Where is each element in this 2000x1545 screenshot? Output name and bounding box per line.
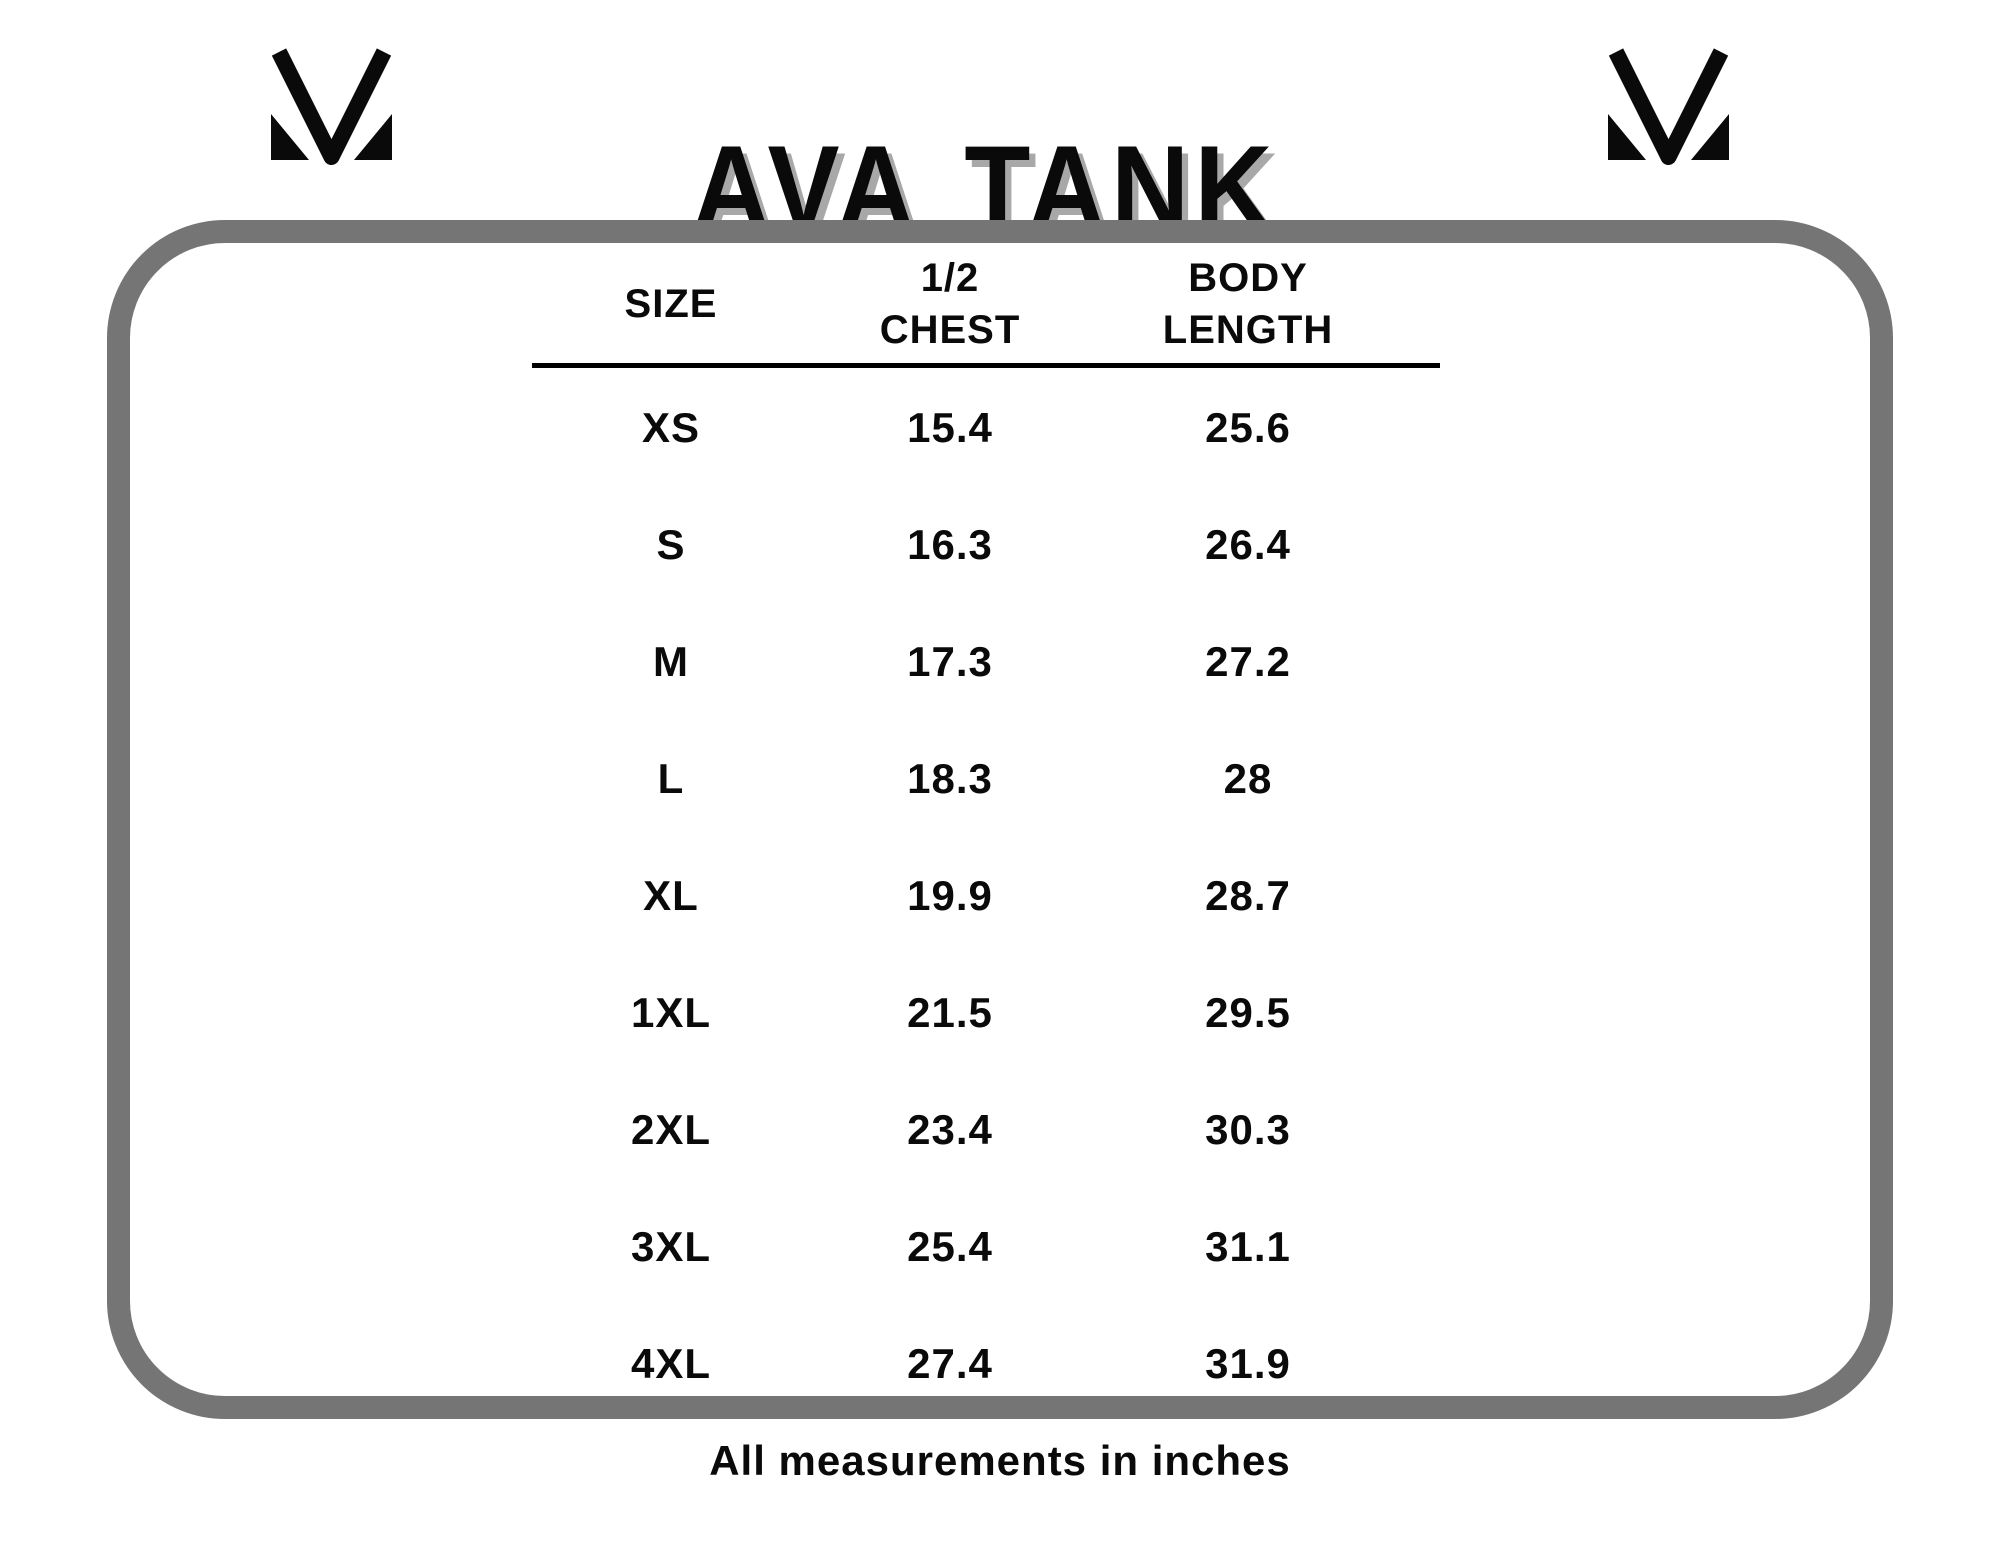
- body-length-cell: 28: [1223, 754, 1273, 802]
- size-cell: 3XL: [630, 1222, 712, 1270]
- column-header-half-chest: 1/2 CHEST: [879, 256, 1021, 352]
- body-length-cell: 27.2: [1205, 637, 1291, 685]
- body-length-cell: 31.1: [1205, 1222, 1291, 1270]
- half-chest-cell: 27.4: [907, 1339, 993, 1387]
- size-cell: 1XL: [630, 988, 712, 1036]
- half-chest-cell: 21.5: [907, 988, 993, 1036]
- size-cell: 2XL: [630, 1105, 712, 1153]
- brand-logo-right: [1605, 48, 1732, 166]
- table-row: 2XL 23.4 30.3: [532, 1071, 1406, 1188]
- table-row: 4XL 27.4 31.9: [532, 1305, 1406, 1422]
- brand-m-logo-icon: [271, 48, 392, 165]
- half-chest-cell: 16.3: [907, 520, 993, 568]
- table-row: XS 15.4 25.6: [532, 369, 1406, 486]
- size-cell: 4XL: [630, 1339, 712, 1387]
- table-row: L 18.3 28: [532, 720, 1406, 837]
- size-cell: L: [657, 754, 685, 802]
- half-chest-cell: 15.4: [907, 403, 993, 451]
- size-cell: XL: [643, 871, 699, 919]
- body-length-cell: 28.7: [1205, 871, 1291, 919]
- brand-m-logo-icon: [1608, 48, 1729, 165]
- half-chest-cell: 17.3: [907, 637, 993, 685]
- measurements-note: All measurements in inches: [709, 1437, 1291, 1484]
- body-length-cell: 31.9: [1205, 1339, 1291, 1387]
- column-header-body-length: BODY LENGTH: [1162, 256, 1334, 352]
- size-cell: XS: [641, 403, 701, 451]
- size-table-rows: XS 15.4 25.6 S 16.3 26.4 M 17.3 27.2 L 1…: [532, 369, 1406, 1422]
- brand-logo-left: [268, 48, 395, 166]
- body-length-cell: 30.3: [1205, 1105, 1291, 1153]
- body-length-cell: 29.5: [1205, 988, 1291, 1036]
- body-length-cell: 25.6: [1205, 403, 1291, 451]
- table-row: M 17.3 27.2: [532, 603, 1406, 720]
- half-chest-cell: 25.4: [907, 1222, 993, 1270]
- size-cell: S: [656, 520, 686, 568]
- half-chest-cell: 18.3: [907, 754, 993, 802]
- table-frame-border: [107, 220, 1893, 1419]
- table-column-headers: SIZE 1/2 CHEST BODY LENGTH: [532, 248, 1406, 360]
- body-length-cell: 26.4: [1205, 520, 1291, 568]
- table-row: XL 19.9 28.7: [532, 837, 1406, 954]
- table-row: S 16.3 26.4: [532, 486, 1406, 603]
- half-chest-cell: 23.4: [907, 1105, 993, 1153]
- half-chest-cell: 19.9: [907, 871, 993, 919]
- table-row: 3XL 25.4 31.1: [532, 1188, 1406, 1305]
- column-header-size: SIZE: [624, 282, 718, 326]
- size-cell: M: [653, 637, 689, 685]
- header-underline: [532, 363, 1440, 368]
- table-row: 1XL 21.5 29.5: [532, 954, 1406, 1071]
